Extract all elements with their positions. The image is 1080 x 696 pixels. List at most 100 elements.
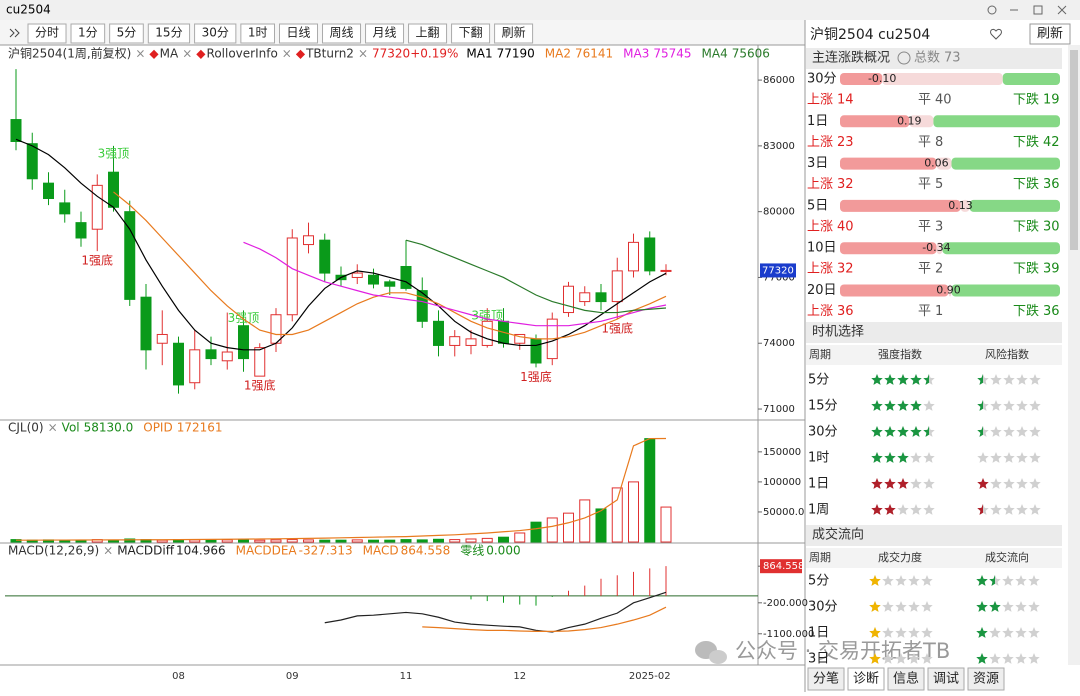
star-filled: [910, 400, 922, 411]
toolbar-button[interactable]: [194, 23, 237, 44]
star-empty: [990, 504, 1002, 515]
help-icon[interactable]: [897, 51, 911, 65]
star-empty: [990, 452, 1002, 463]
tab[interactable]: [887, 667, 925, 691]
toolbar-button[interactable]: [322, 23, 362, 44]
star-empty: [1029, 374, 1041, 385]
star-empty: [882, 575, 894, 586]
volume-bar: [221, 539, 233, 543]
period-label: 30分: [808, 425, 838, 440]
candle-body: [449, 336, 461, 346]
volume-bar: [335, 539, 347, 543]
gauge-segment: [951, 157, 1060, 170]
volume-bar: [189, 539, 201, 543]
gauge-value: 0.90: [936, 284, 961, 297]
legend-text: ×: [135, 47, 145, 61]
star-filled: [976, 575, 988, 586]
toolbar-button[interactable]: [109, 23, 144, 44]
volume-bar: [10, 539, 22, 543]
y-tick-label: 150000: [763, 447, 801, 458]
candle-body: [595, 292, 607, 303]
legend-text: Vol: [62, 421, 80, 435]
candle-body: [10, 119, 22, 142]
star-filled: [884, 426, 896, 437]
date-label: 2025-02: [629, 671, 671, 682]
y-tick-label: -1100.000: [763, 629, 814, 640]
star-empty: [1003, 374, 1015, 385]
toolbar-button[interactable]: [408, 23, 448, 44]
toolbar-button[interactable]: [279, 23, 319, 44]
toolbar-button[interactable]: [70, 23, 106, 44]
period-label: 5日: [807, 198, 828, 213]
tab[interactable]: [847, 667, 885, 691]
star-filled: [884, 478, 896, 489]
star-empty: [1016, 504, 1028, 515]
toolbar-button[interactable]: [147, 23, 191, 44]
legend-text: 77190: [497, 47, 535, 61]
volume-bar: [286, 539, 298, 543]
tab[interactable]: [927, 667, 965, 691]
last-price-box: [760, 263, 796, 278]
star-empty: [923, 478, 935, 489]
down-count: 42: [1043, 135, 1060, 150]
dea-line: [422, 606, 667, 632]
tab[interactable]: [807, 667, 845, 691]
star-empty: [1029, 452, 1041, 463]
date-label: 08: [172, 671, 185, 682]
candle-body: [465, 338, 477, 346]
opid-line: [16, 437, 667, 541]
flat-count: 8: [935, 135, 943, 150]
candle-body: [221, 351, 233, 362]
toolbar-button[interactable]: [451, 23, 491, 44]
period-label: 1周: [808, 503, 829, 518]
toolbar-button[interactable]: [365, 23, 405, 44]
toolbar-button[interactable]: [27, 23, 67, 44]
star-empty: [990, 374, 1002, 385]
toolbar-button-label: 15分: [155, 26, 182, 40]
refresh-button[interactable]: [1029, 23, 1071, 45]
star-empty: [921, 653, 933, 664]
legend-text: MA2: [545, 47, 571, 61]
period-label: 10日: [807, 241, 837, 256]
volume-bar: [319, 539, 331, 543]
candle-body: [384, 281, 396, 287]
up-label: 上涨: [807, 177, 833, 192]
flat-label: 平: [918, 93, 931, 108]
toolbar-button[interactable]: [494, 23, 534, 44]
star-filled: [897, 426, 909, 437]
gauge-value: -0.10: [868, 72, 896, 85]
favorite-icon[interactable]: [990, 28, 1002, 40]
star-empty: [1003, 452, 1015, 463]
ma-line: [113, 191, 667, 340]
legend-text: MACD(12,26,9): [8, 544, 99, 558]
star-filled: [977, 426, 983, 437]
down-label: 下跌: [1013, 134, 1039, 150]
star-empty: [1002, 575, 1014, 586]
up-label: 上涨: [807, 219, 833, 234]
toolbar-button[interactable]: [240, 23, 275, 44]
period-label: 5分: [808, 574, 829, 589]
y-tick-label: -200.000: [763, 598, 808, 609]
date-label: 09: [286, 671, 299, 682]
window-controls[interactable]: [987, 5, 1067, 15]
star-filled: [977, 374, 983, 385]
last-price-label: 77320: [762, 265, 794, 276]
tab[interactable]: [967, 667, 1005, 691]
candle-body: [563, 285, 574, 314]
period-label: 1日: [808, 477, 829, 492]
wechat-icon: [695, 641, 727, 664]
gauge-segment: [948, 284, 952, 297]
gauge-segment: [951, 284, 1060, 297]
star-empty: [989, 653, 1001, 664]
gauge-segment: [882, 73, 1003, 85]
expand-icon[interactable]: [9, 28, 20, 38]
legend-text: ◆: [296, 47, 306, 61]
candle-body: [416, 290, 428, 322]
toolbar-button-label: 日线: [287, 26, 311, 40]
signal-label: 1强底: [520, 369, 552, 384]
legend-text: OPID: [143, 421, 172, 435]
toolbar-button-label: 30分: [202, 26, 229, 40]
up-count: 36: [837, 304, 854, 319]
scroll-thumb[interactable]: [1070, 50, 1078, 250]
star-filled: [976, 653, 988, 664]
